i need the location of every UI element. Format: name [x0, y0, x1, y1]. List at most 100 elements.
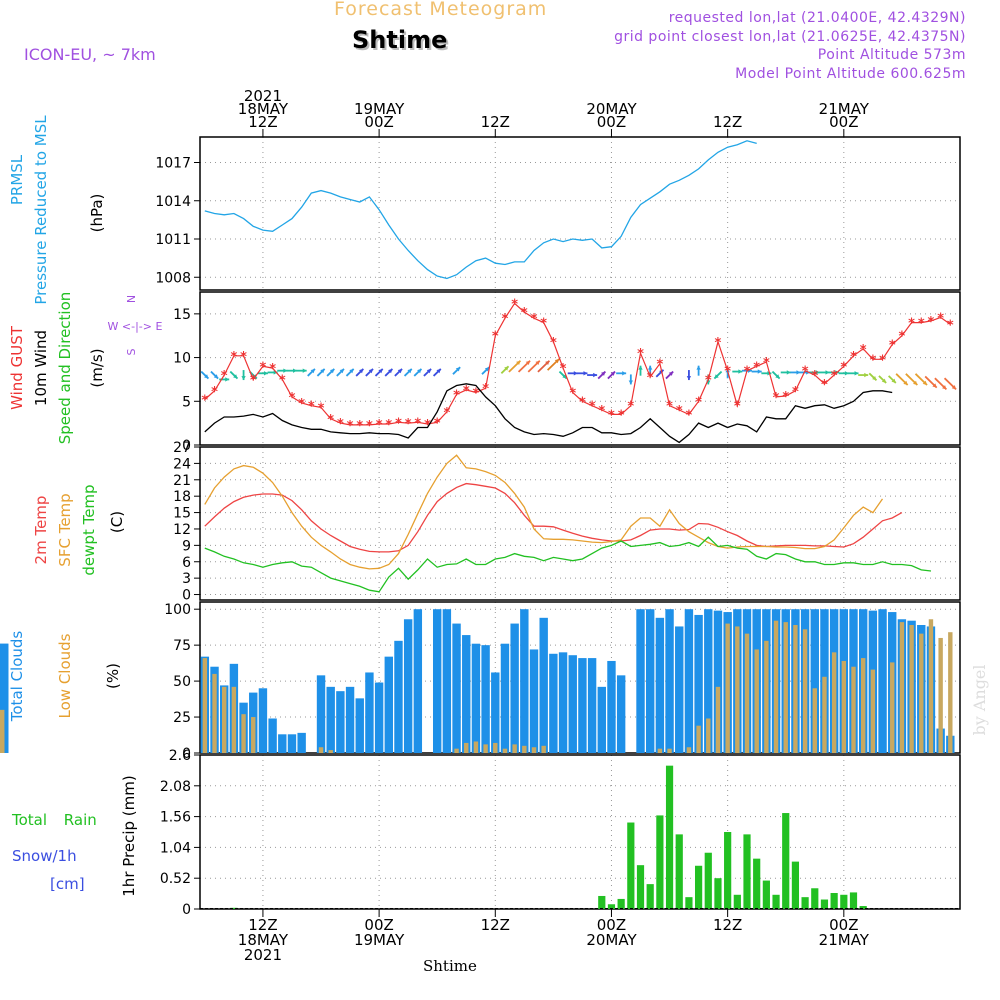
top-axis-label: 19MAY	[354, 100, 405, 118]
rain-bar	[811, 888, 819, 909]
total-cloud-bar	[432, 609, 442, 753]
y-tick-label: 1.56	[160, 810, 191, 826]
gust-marker: *	[647, 371, 654, 386]
gust-marker: *	[540, 317, 547, 332]
temp2m-label: 2m Temp	[32, 496, 50, 565]
pressure-unit: (hPa)	[88, 194, 106, 233]
total-cloud-bar	[539, 617, 548, 753]
low-cloud-bar	[686, 747, 692, 753]
wind-arrow-head	[349, 368, 354, 374]
cloud-unit: (%)	[104, 663, 122, 689]
gust-marker: *	[376, 418, 383, 433]
total-cloud-bar	[316, 675, 326, 753]
total-cloud-bar	[704, 609, 713, 753]
y-tick-label: 10	[173, 351, 191, 367]
meteogram-title: Forecast Meteogram	[334, 0, 548, 20]
bottom-axis-label: 00Z	[829, 916, 858, 934]
total-cloud-bar	[607, 660, 616, 753]
gust-marker: *	[211, 385, 218, 400]
total-cloud-bar	[481, 645, 490, 753]
top-axis-label: 00Z	[829, 113, 858, 131]
top-axis-label: 2021	[244, 87, 282, 105]
rain-bar	[724, 832, 732, 909]
wind-arrow-head	[932, 383, 937, 388]
top-axis-label: 12Z	[481, 113, 510, 131]
low-cloud-bar	[212, 673, 217, 753]
low-cloud-bar	[831, 652, 837, 753]
wind-arrow-head	[388, 368, 393, 374]
low-cloud-bar	[735, 626, 740, 753]
total-cloud-bar	[529, 649, 539, 753]
rain-bar	[694, 865, 703, 909]
total-cloud-bar	[442, 609, 452, 753]
gust-marker: *	[879, 353, 886, 368]
low-cloud-bar	[328, 750, 333, 753]
wind-arrow-head	[913, 380, 918, 386]
wind-arrow-head	[714, 374, 719, 379]
rain-bar	[704, 852, 712, 909]
low-cloud-bar	[948, 632, 953, 753]
y-tick-label: 18	[173, 489, 191, 505]
gust-marker: *	[473, 387, 480, 402]
y-tick-label: 100	[164, 602, 191, 618]
bottom-axis-label: 19MAY	[354, 931, 405, 949]
y-tick-label: 5	[182, 394, 191, 410]
low-cloud-bar	[754, 649, 759, 753]
gust-marker: *	[221, 369, 228, 384]
wind-arrow-head	[815, 370, 820, 375]
low-cloud-bar	[251, 717, 256, 753]
bottom-axis-label: 12Z	[248, 916, 277, 934]
gust-marker: *	[608, 408, 615, 423]
total-cloud-bar	[413, 609, 423, 753]
low-cloud-bar	[667, 748, 672, 753]
total-cloud-bar	[297, 732, 306, 753]
gust-marker: *	[550, 336, 557, 351]
y-tick-label: 24	[173, 456, 191, 472]
gust-marker: *	[656, 358, 663, 373]
wind-unit: (m/s)	[88, 348, 106, 387]
gust-marker: *	[773, 391, 780, 406]
gust-marker: *	[260, 360, 267, 375]
gust-marker: *	[715, 336, 722, 351]
gust-marker: *	[560, 362, 567, 377]
low-cloud-bar	[0, 709, 5, 753]
low-cloud-bar	[851, 666, 856, 753]
rain-bar	[840, 894, 848, 909]
gust-marker: *	[686, 408, 693, 423]
total-cloud-bar	[520, 609, 529, 753]
wind-arrow-head	[775, 374, 780, 379]
gust-marker: *	[366, 419, 373, 434]
low-cloud-bar	[512, 744, 517, 753]
low-cloud-bar	[783, 622, 788, 753]
wind-arrow-head	[329, 368, 335, 374]
low-cloud-bar	[773, 620, 779, 753]
low-cloud-bar	[899, 622, 905, 753]
gust-marker: *	[666, 400, 673, 415]
low-cloud-bar	[473, 741, 479, 753]
watermark: by Angel	[970, 664, 989, 735]
total-cloud-bar	[471, 643, 481, 753]
low-cloud-bar	[725, 623, 730, 753]
gust-marker: *	[279, 373, 286, 388]
wind-gust-label: Wind GUST	[8, 325, 26, 410]
total-cloud-bar	[268, 718, 277, 753]
model-point-altitude: Model Point Altitude 600.625m	[735, 66, 966, 82]
wind-arrow-head	[696, 365, 701, 370]
wind-arrow-head	[573, 371, 578, 376]
wind-arrow-head	[942, 385, 947, 390]
gust-marker: *	[918, 317, 925, 332]
low-cloud-bar	[812, 688, 817, 753]
y-tick-label: 0	[182, 588, 191, 604]
gust-marker: *	[947, 318, 954, 333]
gust-marker: *	[627, 400, 634, 415]
gust-marker: *	[860, 343, 867, 358]
total-cloud-bar	[713, 610, 723, 753]
rain-bar	[753, 858, 761, 909]
total-cloud-bar	[655, 617, 665, 753]
y-tick-label: 0.52	[160, 871, 191, 887]
gust-marker: *	[840, 360, 847, 375]
gust-marker: *	[850, 350, 857, 365]
wind10m-line	[204, 383, 893, 444]
gust-marker: *	[811, 369, 818, 384]
gust-marker: *	[782, 390, 789, 405]
